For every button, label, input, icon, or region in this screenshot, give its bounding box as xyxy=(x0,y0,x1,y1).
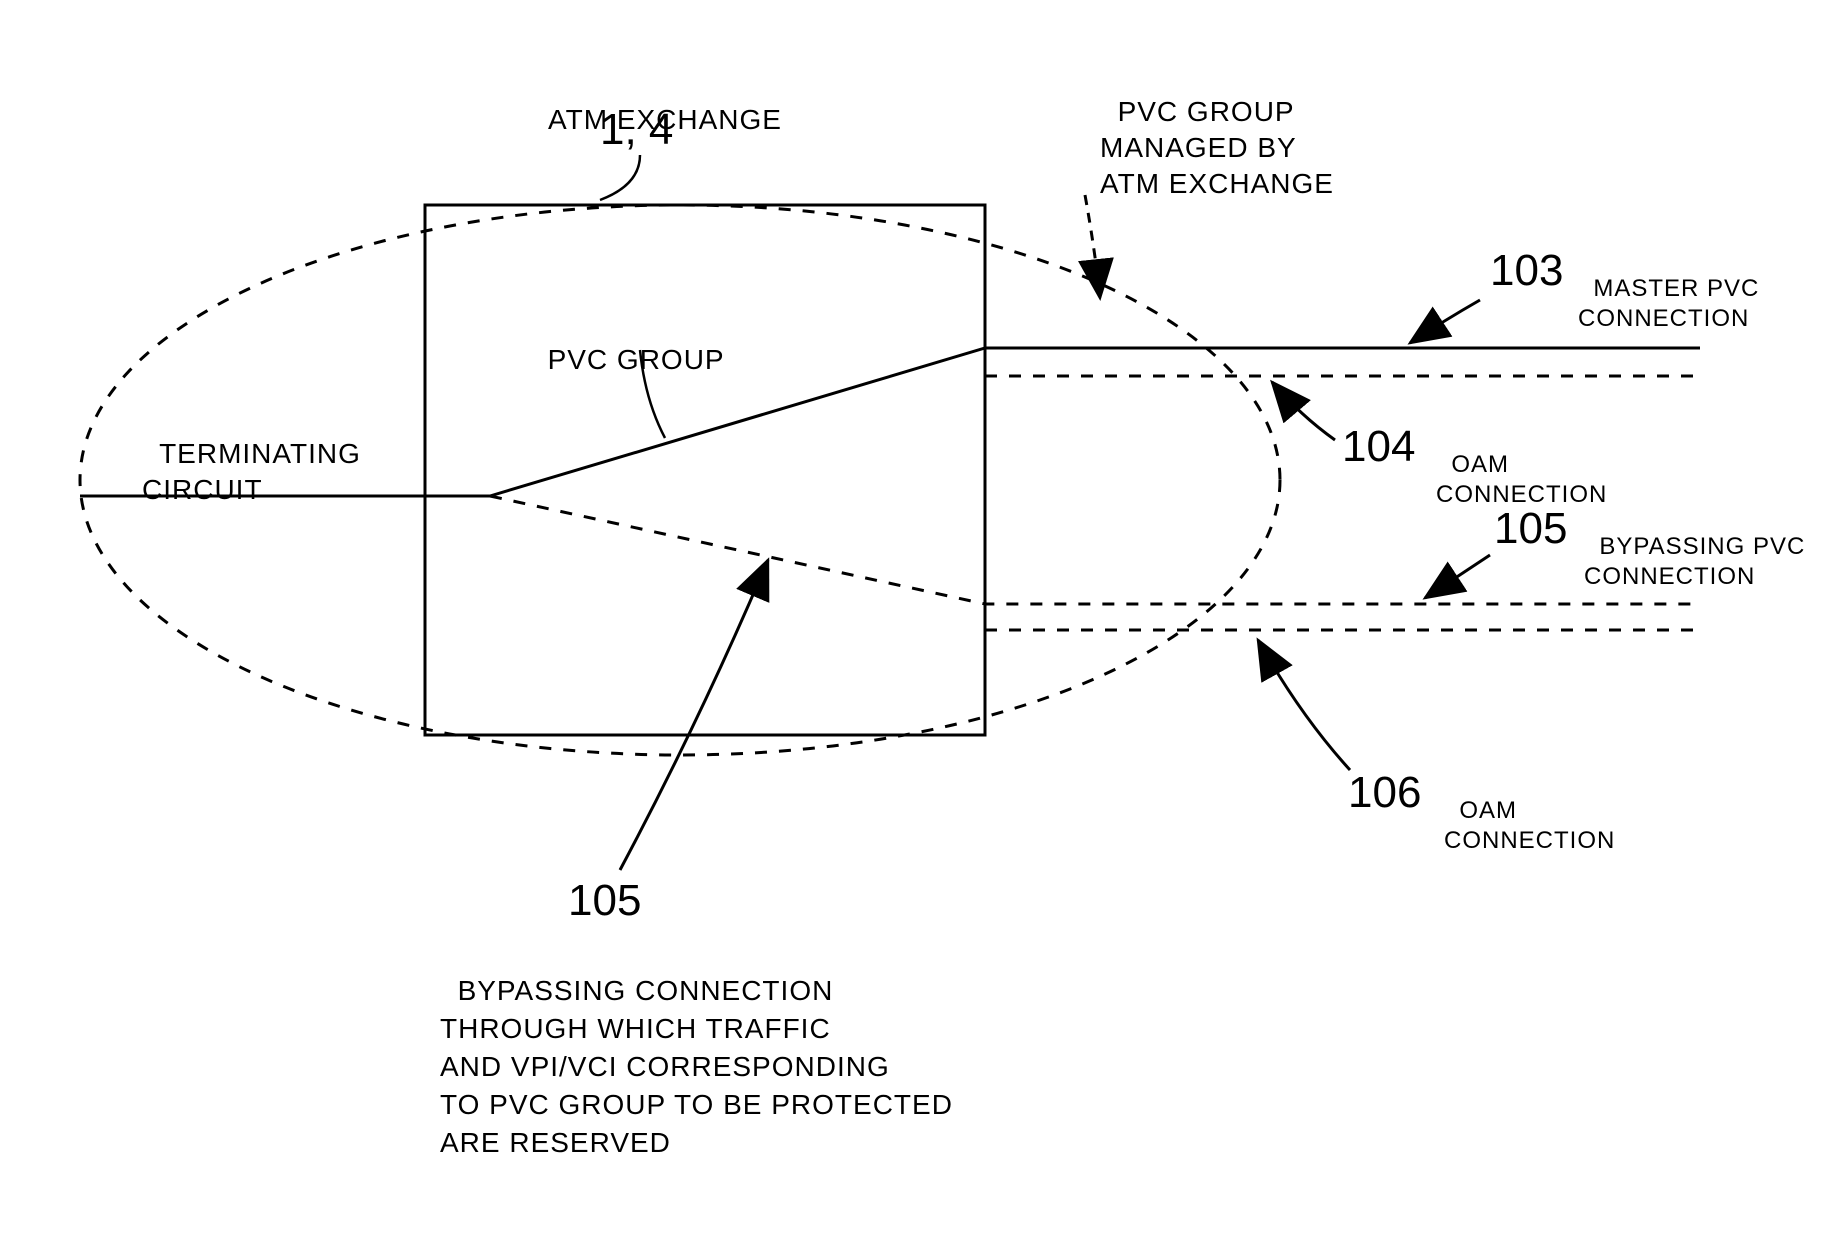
label-n105r: 105 xyxy=(1494,504,1567,554)
leader-106 xyxy=(1258,640,1350,770)
leader-105b xyxy=(620,560,768,870)
text-t104: OAM CONNECTION xyxy=(1436,451,1607,508)
label-t103: MASTER PVC CONNECTION xyxy=(1578,244,1759,334)
label-n104: 104 xyxy=(1342,422,1415,472)
text-n105b: 105 xyxy=(568,876,641,925)
text-n105r: 105 xyxy=(1494,504,1567,553)
label-t104: OAM CONNECTION xyxy=(1436,420,1607,510)
label-terminating: TERMINATING CIRCUIT xyxy=(142,400,361,508)
leader-103 xyxy=(1410,300,1480,343)
text-n106: 106 xyxy=(1348,768,1421,817)
label-t105r: BYPASSING PVC CONNECTION xyxy=(1584,502,1805,592)
label-n106: 106 xyxy=(1348,768,1421,818)
label-atm-num: 1, 4 xyxy=(600,105,673,155)
text-terminating: TERMINATING CIRCUIT xyxy=(142,438,361,505)
text-n103: 103 xyxy=(1490,246,1563,295)
label-n103: 103 xyxy=(1490,246,1563,296)
text-t106: OAM CONNECTION xyxy=(1444,797,1615,854)
text-pvc-group-managed: PVC GROUP MANAGED BY ATM EXCHANGE xyxy=(1100,96,1334,199)
text-t103: MASTER PVC CONNECTION xyxy=(1578,275,1759,332)
label-pvc-group-managed: PVC GROUP MANAGED BY ATM EXCHANGE xyxy=(1100,58,1334,202)
leader-atm-exchange xyxy=(600,155,640,200)
leader-105r xyxy=(1425,555,1490,598)
label-pvc-group: PVC GROUP xyxy=(530,312,725,376)
atm-exchange-box xyxy=(425,205,985,735)
text-t105b: BYPASSING CONNECTION THROUGH WHICH TRAFF… xyxy=(440,975,953,1158)
label-t106: OAM CONNECTION xyxy=(1444,766,1615,856)
label-t105b: BYPASSING CONNECTION THROUGH WHICH TRAFF… xyxy=(440,934,953,1162)
leader-pvc-group-managed xyxy=(1085,195,1100,298)
text-pvc-group: PVC GROUP xyxy=(548,344,725,375)
text-t105r: BYPASSING PVC CONNECTION xyxy=(1584,533,1805,590)
text-n104: 104 xyxy=(1342,422,1415,471)
label-n105b: 105 xyxy=(568,876,641,926)
leader-104 xyxy=(1272,382,1335,440)
text-atm-num: 1, 4 xyxy=(600,105,673,154)
